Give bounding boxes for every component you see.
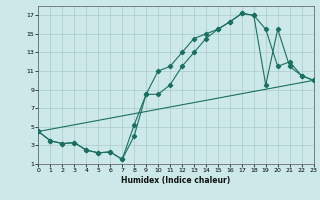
X-axis label: Humidex (Indice chaleur): Humidex (Indice chaleur): [121, 176, 231, 185]
